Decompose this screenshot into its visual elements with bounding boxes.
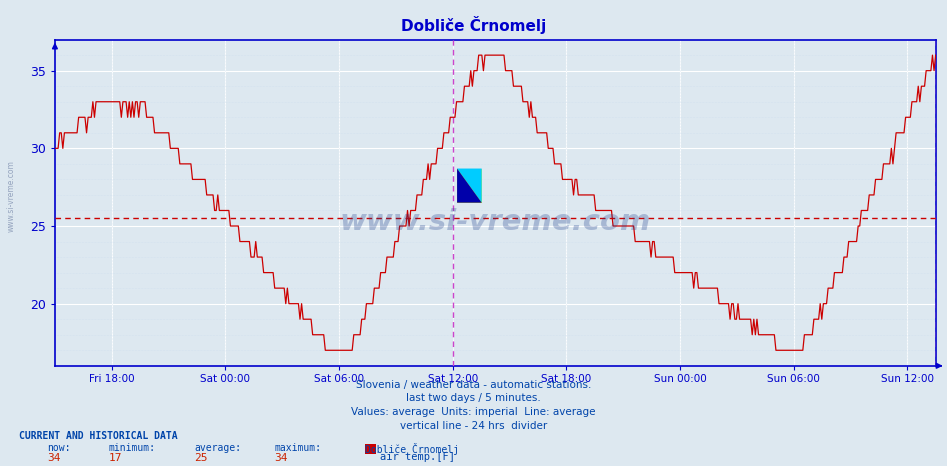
Text: 17: 17 — [109, 453, 122, 463]
Text: now:: now: — [47, 443, 71, 452]
Text: CURRENT AND HISTORICAL DATA: CURRENT AND HISTORICAL DATA — [19, 431, 178, 441]
Text: Slovenia / weather data - automatic stations.
last two days / 5 minutes.
Values:: Slovenia / weather data - automatic stat… — [351, 380, 596, 431]
Text: www.si-vreme.com: www.si-vreme.com — [340, 208, 651, 236]
Text: Dobliče Črnomelj: Dobliče Črnomelj — [401, 16, 546, 34]
Text: maximum:: maximum: — [275, 443, 322, 452]
Bar — [457, 169, 482, 203]
Text: www.si-vreme.com: www.si-vreme.com — [7, 160, 16, 232]
Text: average:: average: — [194, 443, 241, 452]
Text: minimum:: minimum: — [109, 443, 156, 452]
Text: 34: 34 — [47, 453, 61, 463]
Text: 25: 25 — [194, 453, 207, 463]
Text: 34: 34 — [275, 453, 288, 463]
Polygon shape — [457, 169, 482, 203]
Text: Dobliče Črnomelj: Dobliče Črnomelj — [365, 443, 458, 455]
Polygon shape — [457, 169, 482, 203]
Text: air temp.[F]: air temp.[F] — [380, 452, 455, 462]
